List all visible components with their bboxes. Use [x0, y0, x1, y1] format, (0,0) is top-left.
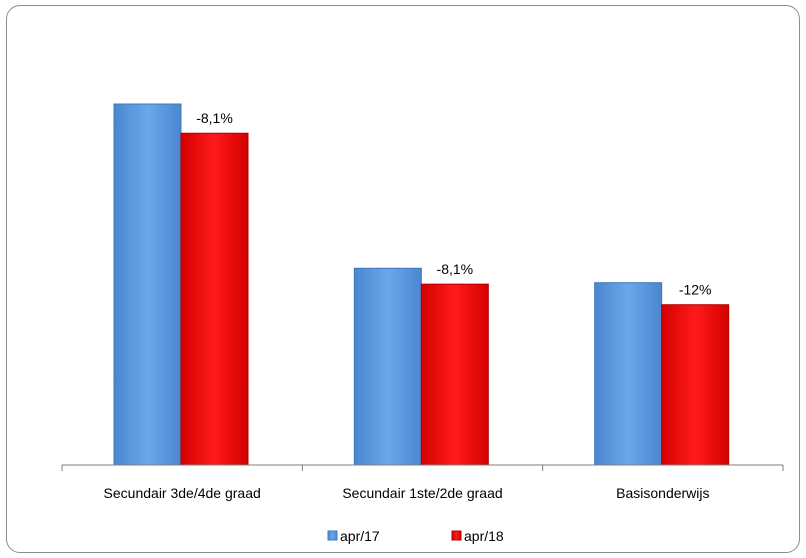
- legend-swatch: [451, 530, 462, 541]
- data-label: -12%: [679, 282, 712, 298]
- bar-apr18-2: [661, 304, 730, 466]
- bar-apr17-0: [113, 103, 182, 466]
- data-label: -8,1%: [196, 110, 233, 126]
- bar-apr18-1: [420, 283, 489, 466]
- bar-apr17-1: [353, 267, 422, 466]
- category-label: Secundair 3de/4de graad: [104, 485, 261, 501]
- category-label: Secundair 1ste/2de graad: [342, 485, 502, 501]
- data-label: -8,1%: [437, 261, 474, 277]
- legend-label: apr/18: [464, 528, 504, 544]
- category-label: Basisonderwijs: [616, 485, 709, 501]
- legend-label: apr/17: [340, 528, 380, 544]
- bar-apr17-2: [594, 282, 663, 466]
- legend-swatch: [327, 530, 338, 541]
- bar-apr18-0: [180, 132, 249, 466]
